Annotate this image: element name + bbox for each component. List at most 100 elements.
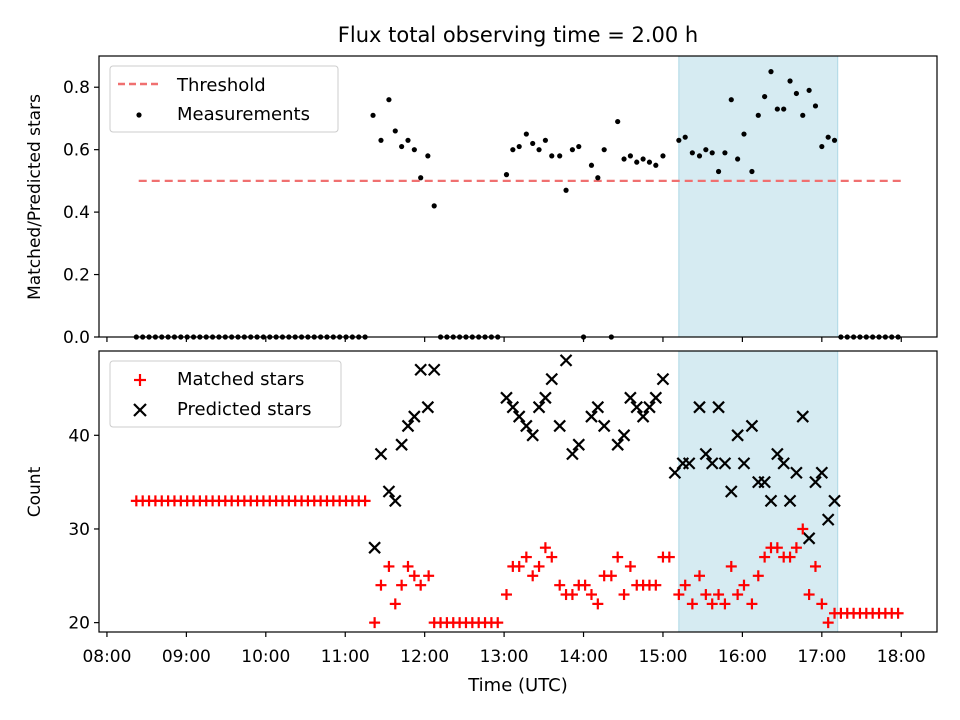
measurement-point	[660, 153, 666, 159]
matched-star-point	[533, 560, 545, 572]
x-tick-label: 11:00	[321, 647, 370, 667]
matched-star-point	[408, 570, 420, 582]
matched-star-point	[513, 560, 525, 572]
predicted-star-point	[771, 447, 784, 461]
predicted-star-point	[809, 475, 822, 489]
measurement-point	[425, 153, 431, 159]
predicted-star-point	[636, 410, 650, 423]
top-y-tick-label: 0.2	[63, 266, 90, 286]
top-y-tick-label: 0.8	[63, 78, 90, 98]
predicted-star-point	[421, 400, 435, 414]
predicted-star-point	[656, 372, 670, 386]
matched-star-point	[700, 589, 712, 601]
matched-star-point	[732, 589, 744, 601]
predicted-star-point	[783, 494, 797, 508]
chart-title: Flux total observing time = 2.00 h	[338, 23, 698, 47]
matched-star-point	[797, 523, 809, 535]
measurement-point	[762, 93, 768, 100]
top-y-tick-label: 0.0	[63, 328, 90, 348]
matched-star-point	[624, 560, 636, 572]
predicted-star-point	[401, 419, 415, 433]
matched-star-point	[415, 579, 427, 591]
measurement-point	[615, 118, 621, 125]
measurement-point	[768, 69, 774, 75]
predicted-star-point	[526, 429, 539, 442]
matched-star-point	[605, 570, 617, 582]
x-tick-label: 18:00	[877, 647, 926, 667]
measurement-point	[588, 162, 595, 168]
bottom-y-axis-label: Count	[25, 466, 45, 517]
measurement-point	[696, 153, 703, 159]
x-tick-label: 12:00	[400, 647, 449, 667]
matched-star-point	[713, 589, 725, 601]
matched-star-point	[585, 589, 597, 601]
measurement-point	[411, 147, 417, 153]
bottom-legend: Matched stars Predicted stars	[109, 360, 342, 428]
predicted-star-point	[585, 410, 598, 423]
predicted-star-point	[395, 438, 408, 451]
matched-star-point	[719, 598, 731, 610]
predicted-star-point	[682, 457, 696, 470]
measurement-point	[755, 112, 761, 118]
predicted-star-point	[718, 457, 732, 470]
predicted-star-point	[382, 485, 396, 498]
measurement-point	[715, 168, 722, 175]
predicted-star-point	[705, 457, 719, 470]
measurement-point	[378, 137, 384, 143]
matched-star-point	[389, 598, 401, 610]
measurement-point	[682, 134, 688, 140]
measurement-point	[781, 106, 787, 112]
legend-measurements-label: Measurements	[177, 104, 310, 125]
matched-star-point	[694, 570, 706, 582]
measurement-point	[812, 103, 819, 109]
matched-star-point	[738, 579, 750, 591]
predicted-star-point	[630, 400, 644, 414]
legend-matched-label: Matched stars	[177, 369, 304, 390]
matched-star-point	[679, 579, 691, 591]
predicted-star-point	[712, 400, 725, 414]
matched-star-point	[359, 495, 371, 507]
measurement-point	[563, 187, 569, 193]
predicted-star-point	[611, 438, 624, 451]
matched-star-point	[706, 598, 718, 610]
bottom-y-tick-label: 20	[68, 614, 90, 634]
predicted-star-point	[624, 391, 637, 405]
predicted-star-point	[539, 391, 552, 405]
matched-star-point	[746, 598, 758, 610]
top-highlight-span	[678, 55, 839, 338]
matched-star-point	[725, 560, 737, 572]
measurement-point	[640, 156, 646, 162]
measurement-point	[741, 131, 747, 137]
measurement-point	[542, 137, 549, 143]
matched-star-point	[673, 589, 685, 601]
x-axis-label: Time (UTC)	[467, 675, 568, 696]
top-y-tick-label: 0.4	[63, 203, 90, 223]
legend-measurements-marker	[136, 112, 142, 118]
predicted-star-point	[591, 400, 605, 414]
measurement-point	[576, 143, 582, 150]
predicted-star-point	[790, 466, 803, 480]
predicted-star-point	[617, 429, 631, 442]
x-tick-label: 14:00	[559, 647, 608, 667]
predicted-star-point	[758, 475, 771, 489]
matched-star-point	[383, 560, 395, 572]
measurement-point	[431, 203, 437, 209]
matched-star-point	[759, 551, 771, 563]
matched-star-point	[892, 607, 904, 619]
predicted-star-point	[802, 532, 816, 545]
predicted-star-point	[368, 541, 381, 554]
matched-star-point	[816, 598, 828, 610]
predicted-star-point	[731, 429, 744, 442]
measurement-point	[806, 87, 812, 93]
matched-star-point	[500, 589, 512, 601]
predicted-star-point	[532, 400, 546, 414]
measurement-point	[646, 159, 653, 165]
predicted-star-point	[737, 457, 751, 470]
matched-star-point	[618, 589, 630, 601]
matched-star-point	[809, 560, 821, 572]
predicted-star-point	[566, 447, 579, 461]
legend-predicted-marker	[133, 403, 147, 417]
matched-star-point	[686, 598, 698, 610]
bottom-legend-box	[109, 360, 342, 428]
